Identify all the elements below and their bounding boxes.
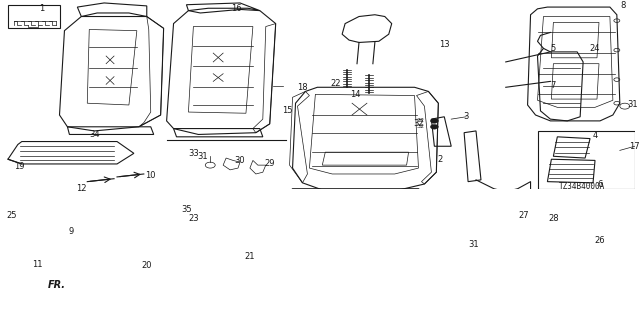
Text: 34: 34 (89, 130, 100, 139)
Text: 31: 31 (627, 100, 638, 109)
Text: FR.: FR. (47, 280, 66, 291)
Bar (8, 223, 157, 275)
Text: 15: 15 (282, 106, 293, 116)
Text: 11: 11 (33, 260, 43, 269)
Circle shape (430, 118, 438, 123)
Text: 26: 26 (595, 236, 605, 245)
Text: 14: 14 (350, 90, 360, 99)
Text: 35: 35 (181, 205, 192, 214)
Text: 8: 8 (620, 1, 625, 10)
Text: 1: 1 (39, 4, 44, 13)
Text: 25: 25 (6, 211, 17, 220)
Text: 32: 32 (417, 118, 424, 124)
Bar (500, 220, 508, 227)
Text: 18: 18 (297, 83, 308, 92)
Text: 32: 32 (413, 119, 424, 128)
Bar (527, 220, 536, 227)
Text: 30: 30 (235, 156, 245, 165)
Text: TZ34B4000A: TZ34B4000A (559, 182, 605, 191)
Text: 24: 24 (590, 44, 600, 53)
Text: 17: 17 (629, 142, 640, 151)
Text: 2: 2 (438, 155, 443, 164)
Text: 4: 4 (593, 131, 598, 140)
Text: 31: 31 (197, 152, 207, 161)
Bar (8, 5, 60, 28)
Text: 3: 3 (463, 112, 468, 121)
Text: 13: 13 (439, 40, 449, 49)
Text: 33: 33 (188, 149, 199, 158)
Text: 29: 29 (264, 159, 275, 168)
Bar (538, 131, 635, 189)
Text: 21: 21 (244, 252, 255, 261)
Circle shape (430, 124, 438, 129)
Text: 22: 22 (330, 79, 340, 88)
Text: 32: 32 (417, 124, 424, 129)
Text: 10: 10 (145, 171, 156, 180)
Text: 27: 27 (518, 211, 529, 220)
Text: 5: 5 (551, 44, 556, 53)
Text: 12: 12 (76, 184, 86, 193)
Text: 20: 20 (141, 261, 152, 270)
Text: 19: 19 (15, 162, 25, 171)
Text: 31: 31 (468, 240, 479, 249)
Text: 7: 7 (550, 81, 556, 90)
Text: 28: 28 (548, 214, 559, 223)
Bar (514, 220, 522, 227)
Text: 9: 9 (68, 227, 74, 236)
Text: 16: 16 (230, 4, 241, 13)
Text: 23: 23 (188, 214, 198, 223)
Text: 6: 6 (597, 180, 603, 188)
